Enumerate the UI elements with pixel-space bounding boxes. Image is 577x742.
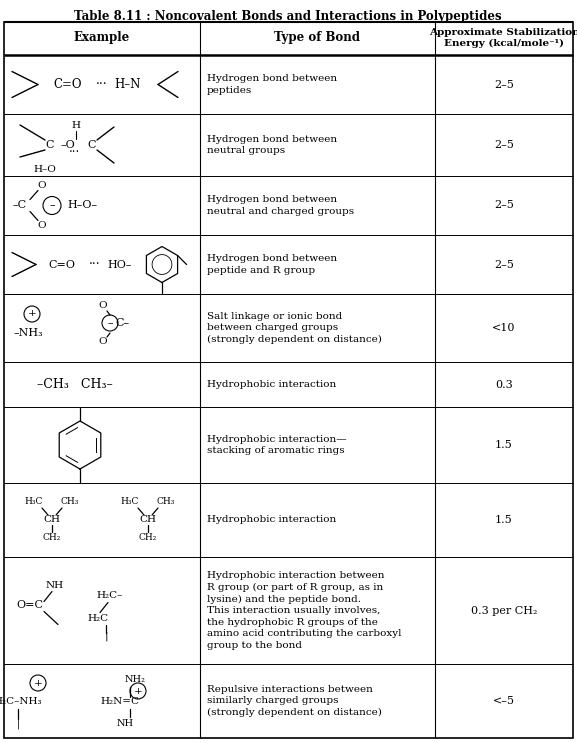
Text: H: H — [72, 120, 81, 130]
Text: 0.3 per CH₂: 0.3 per CH₂ — [471, 605, 537, 616]
Text: C=O: C=O — [48, 260, 76, 269]
Text: H₂C–NH₃: H₂C–NH₃ — [0, 697, 42, 706]
Text: Hydrophobic interaction: Hydrophobic interaction — [207, 516, 336, 525]
Text: Type of Bond: Type of Bond — [274, 31, 360, 45]
Text: H₃C: H₃C — [121, 497, 139, 507]
Text: C: C — [88, 140, 96, 150]
Text: –CH₃   CH₃–: –CH₃ CH₃– — [37, 378, 113, 391]
Text: +: + — [134, 686, 143, 695]
Text: –NH₃: –NH₃ — [13, 328, 43, 338]
Text: NH: NH — [46, 581, 64, 590]
Text: CH₃: CH₃ — [157, 497, 175, 507]
Text: O: O — [38, 181, 46, 190]
Text: C=O: C=O — [54, 78, 83, 91]
Text: Hydrogen bond between
neutral and charged groups: Hydrogen bond between neutral and charge… — [207, 195, 354, 216]
Text: 0.3: 0.3 — [495, 379, 513, 390]
Text: H₂C: H₂C — [88, 614, 108, 623]
Text: +: + — [28, 309, 36, 318]
Text: ···: ··· — [89, 258, 101, 271]
Text: Hydrophobic interaction—
stacking of aromatic rings: Hydrophobic interaction— stacking of aro… — [207, 435, 347, 456]
Text: Hydrophobic interaction between
R group (or part of R group, as in
lysine) and t: Hydrophobic interaction between R group … — [207, 571, 402, 649]
Text: C–: C– — [115, 318, 129, 328]
Text: Hydrophobic interaction: Hydrophobic interaction — [207, 380, 336, 389]
Text: O: O — [99, 338, 107, 347]
Text: CH: CH — [140, 516, 156, 525]
Text: CH₃: CH₃ — [61, 497, 79, 507]
Text: NH₂: NH₂ — [125, 674, 145, 683]
Text: ···: ··· — [69, 146, 80, 160]
Text: Approximate Stabilization
Energy (kcal/mole⁻¹): Approximate Stabilization Energy (kcal/m… — [429, 28, 577, 47]
Text: O=C: O=C — [17, 600, 43, 611]
Text: ···: ··· — [96, 78, 108, 91]
Text: Hydrogen bond between
peptides: Hydrogen bond between peptides — [207, 74, 337, 95]
Text: Salt linkage or ionic bond
between charged groups
(strongly dependent on distanc: Salt linkage or ionic bond between charg… — [207, 312, 382, 344]
Text: –: – — [107, 318, 113, 328]
Text: C: C — [46, 140, 54, 150]
Text: 2–5: 2–5 — [494, 140, 514, 150]
Text: <–5: <–5 — [493, 696, 515, 706]
Text: H–O–: H–O– — [67, 200, 97, 211]
Text: +: + — [33, 678, 42, 688]
Text: H–N: H–N — [115, 78, 141, 91]
Text: Repulsive interactions between
similarly charged groups
(strongly dependent on d: Repulsive interactions between similarly… — [207, 685, 382, 717]
Text: CH₂: CH₂ — [139, 533, 157, 542]
Text: –O: –O — [61, 140, 76, 150]
Text: <10: <10 — [492, 323, 516, 333]
Text: Example: Example — [74, 31, 130, 45]
Text: 2–5: 2–5 — [494, 260, 514, 269]
Text: H₂C–: H₂C– — [97, 591, 123, 600]
Text: 1.5: 1.5 — [495, 440, 513, 450]
Text: H₂N=C: H₂N=C — [100, 697, 140, 706]
Text: –C: –C — [13, 200, 27, 211]
Text: CH: CH — [43, 516, 61, 525]
Text: Hydrogen bond between
neutral groups: Hydrogen bond between neutral groups — [207, 135, 337, 155]
Text: |: | — [104, 631, 108, 641]
Text: –: – — [49, 200, 55, 211]
Text: 2–5: 2–5 — [494, 200, 514, 211]
Text: H–O: H–O — [33, 165, 57, 174]
Text: |: | — [16, 719, 20, 729]
Text: CH₂: CH₂ — [43, 533, 61, 542]
Text: H₃C: H₃C — [25, 497, 43, 507]
Text: NH: NH — [117, 718, 133, 727]
Text: O: O — [99, 301, 107, 310]
Text: Hydrogen bond between
peptide and R group: Hydrogen bond between peptide and R grou… — [207, 255, 337, 275]
Text: Table 8.11 : Noncovalent Bonds and Interactions in Polypeptides: Table 8.11 : Noncovalent Bonds and Inter… — [74, 10, 502, 23]
Text: HO–: HO– — [108, 260, 132, 269]
Text: O: O — [38, 221, 46, 230]
Text: 1.5: 1.5 — [495, 515, 513, 525]
Text: 2–5: 2–5 — [494, 79, 514, 90]
